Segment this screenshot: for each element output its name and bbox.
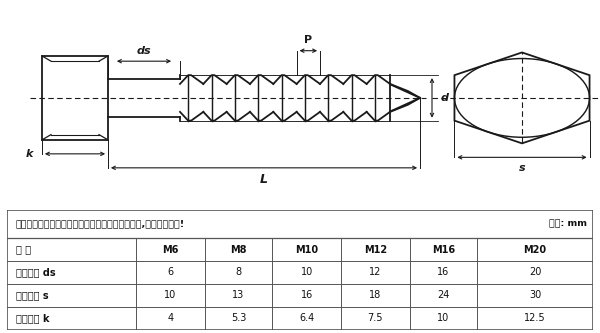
Text: M8: M8 [230, 244, 247, 254]
Text: M16: M16 [432, 244, 455, 254]
Text: 5.3: 5.3 [231, 313, 246, 323]
Text: M6: M6 [162, 244, 178, 254]
Text: 16: 16 [437, 267, 449, 277]
Text: 8: 8 [235, 267, 242, 277]
Text: M12: M12 [364, 244, 387, 254]
Text: M20: M20 [524, 244, 547, 254]
Text: M10: M10 [295, 244, 318, 254]
Text: 18: 18 [369, 290, 382, 300]
Text: 4: 4 [167, 313, 173, 323]
Text: 头部对边 s: 头部对边 s [16, 290, 49, 300]
Text: 13: 13 [232, 290, 245, 300]
Text: 单位: mm: 单位: mm [549, 219, 587, 228]
Text: L: L [260, 173, 268, 186]
Text: s: s [518, 163, 526, 172]
Text: 6: 6 [167, 267, 173, 277]
Text: d: d [441, 93, 449, 103]
Text: k: k [26, 149, 33, 159]
Text: 12.5: 12.5 [524, 313, 546, 323]
Text: 12: 12 [369, 267, 382, 277]
Text: 16: 16 [301, 290, 313, 300]
Text: 7.5: 7.5 [367, 313, 383, 323]
Text: ds: ds [137, 46, 151, 56]
Text: 24: 24 [437, 290, 449, 300]
Text: 10: 10 [437, 313, 449, 323]
Text: 螺杆直径 ds: 螺杆直径 ds [16, 267, 56, 277]
Text: 10: 10 [164, 290, 176, 300]
Text: 20: 20 [529, 267, 541, 277]
Text: 30: 30 [529, 290, 541, 300]
Text: 头部厚度 k: 头部厚度 k [16, 313, 49, 323]
Text: 规 格: 规 格 [16, 244, 31, 254]
Text: 6.4: 6.4 [299, 313, 314, 323]
Text: P: P [304, 35, 313, 45]
Text: 以下为单批测量数据，可能稍有误差，以实际为准,介意者请慎拍!: 以下为单批测量数据，可能稍有误差，以实际为准,介意者请慎拍! [16, 219, 185, 228]
Text: 10: 10 [301, 267, 313, 277]
